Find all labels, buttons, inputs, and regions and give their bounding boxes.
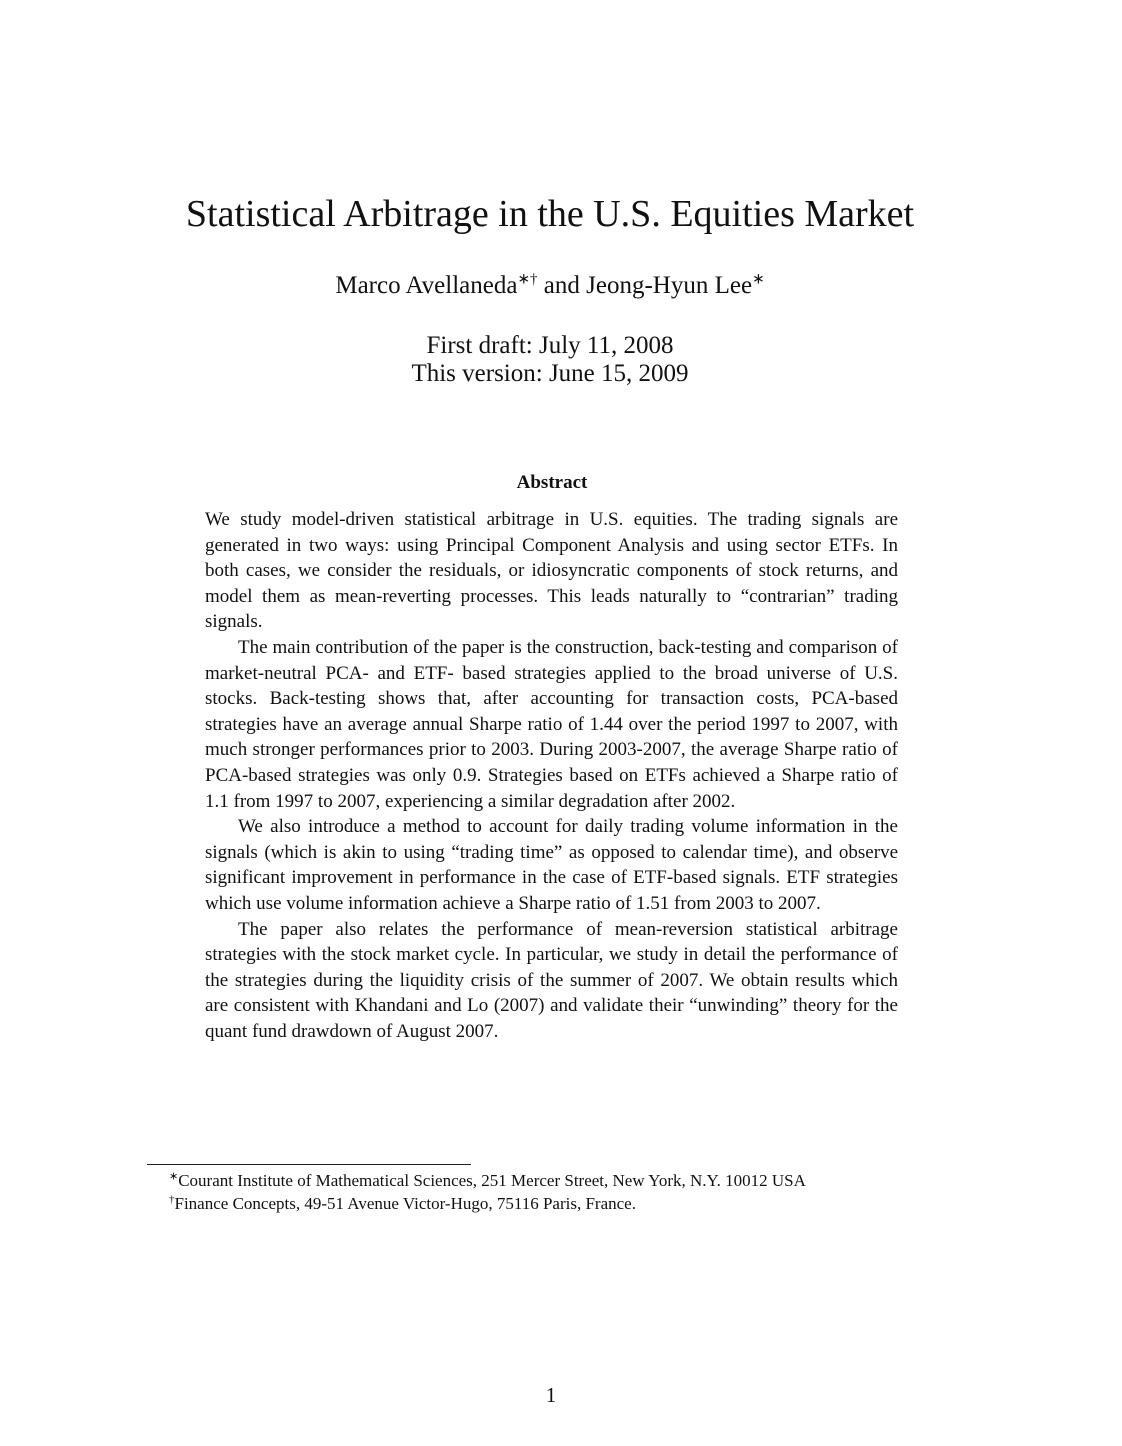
abstract-heading: Abstract <box>516 472 588 493</box>
abstract-paragraph: The paper also relates the performance o… <box>205 918 898 1042</box>
first-draft-date: First draft: July 11, 2008 <box>426 332 674 359</box>
page-number: 1 <box>545 1383 557 1407</box>
author-name: Jeong-Hyun Lee <box>586 272 753 299</box>
abstract-body: We study model-driven statistical arbitr… <box>205 507 898 1044</box>
footnote-text: Courant Institute of Mathematical Scienc… <box>178 1171 806 1190</box>
footnote-divider <box>147 1164 471 1165</box>
abstract-paragraph: We study model-driven statistical arbitr… <box>205 509 898 633</box>
version-dates: First draft: July 11, 2008 This version:… <box>0 332 1100 388</box>
footnote-mark: † <box>169 1193 175 1206</box>
author-line: Marco Avellaneda∗† and Jeong-Hyun Lee∗ <box>0 272 1100 300</box>
footnote-mark: ∗ <box>169 1170 179 1183</box>
abstract-paragraph: The main contribution of the paper is th… <box>205 636 898 812</box>
footnote-text: Finance Concepts, 49-51 Avenue Victor-Hu… <box>174 1194 636 1213</box>
footnote-affiliation: ∗Courant Institute of Mathematical Scien… <box>147 1170 957 1192</box>
abstract-paragraph: We also introduce a method to account fo… <box>205 816 898 914</box>
footnotes: ∗Courant Institute of Mathematical Scien… <box>147 1170 957 1216</box>
this-version-date: This version: June 15, 2009 <box>411 360 689 387</box>
author-affiliation-marks: ∗ <box>752 271 765 288</box>
paper-title: Statistical Arbitrage in the U.S. Equiti… <box>185 193 915 235</box>
author-affiliation-marks: ∗† <box>517 271 538 288</box>
author-connector: and <box>537 272 587 299</box>
author-name: Marco Avellaneda <box>335 272 518 299</box>
footnote-affiliation: †Finance Concepts, 49-51 Avenue Victor-H… <box>147 1193 957 1215</box>
